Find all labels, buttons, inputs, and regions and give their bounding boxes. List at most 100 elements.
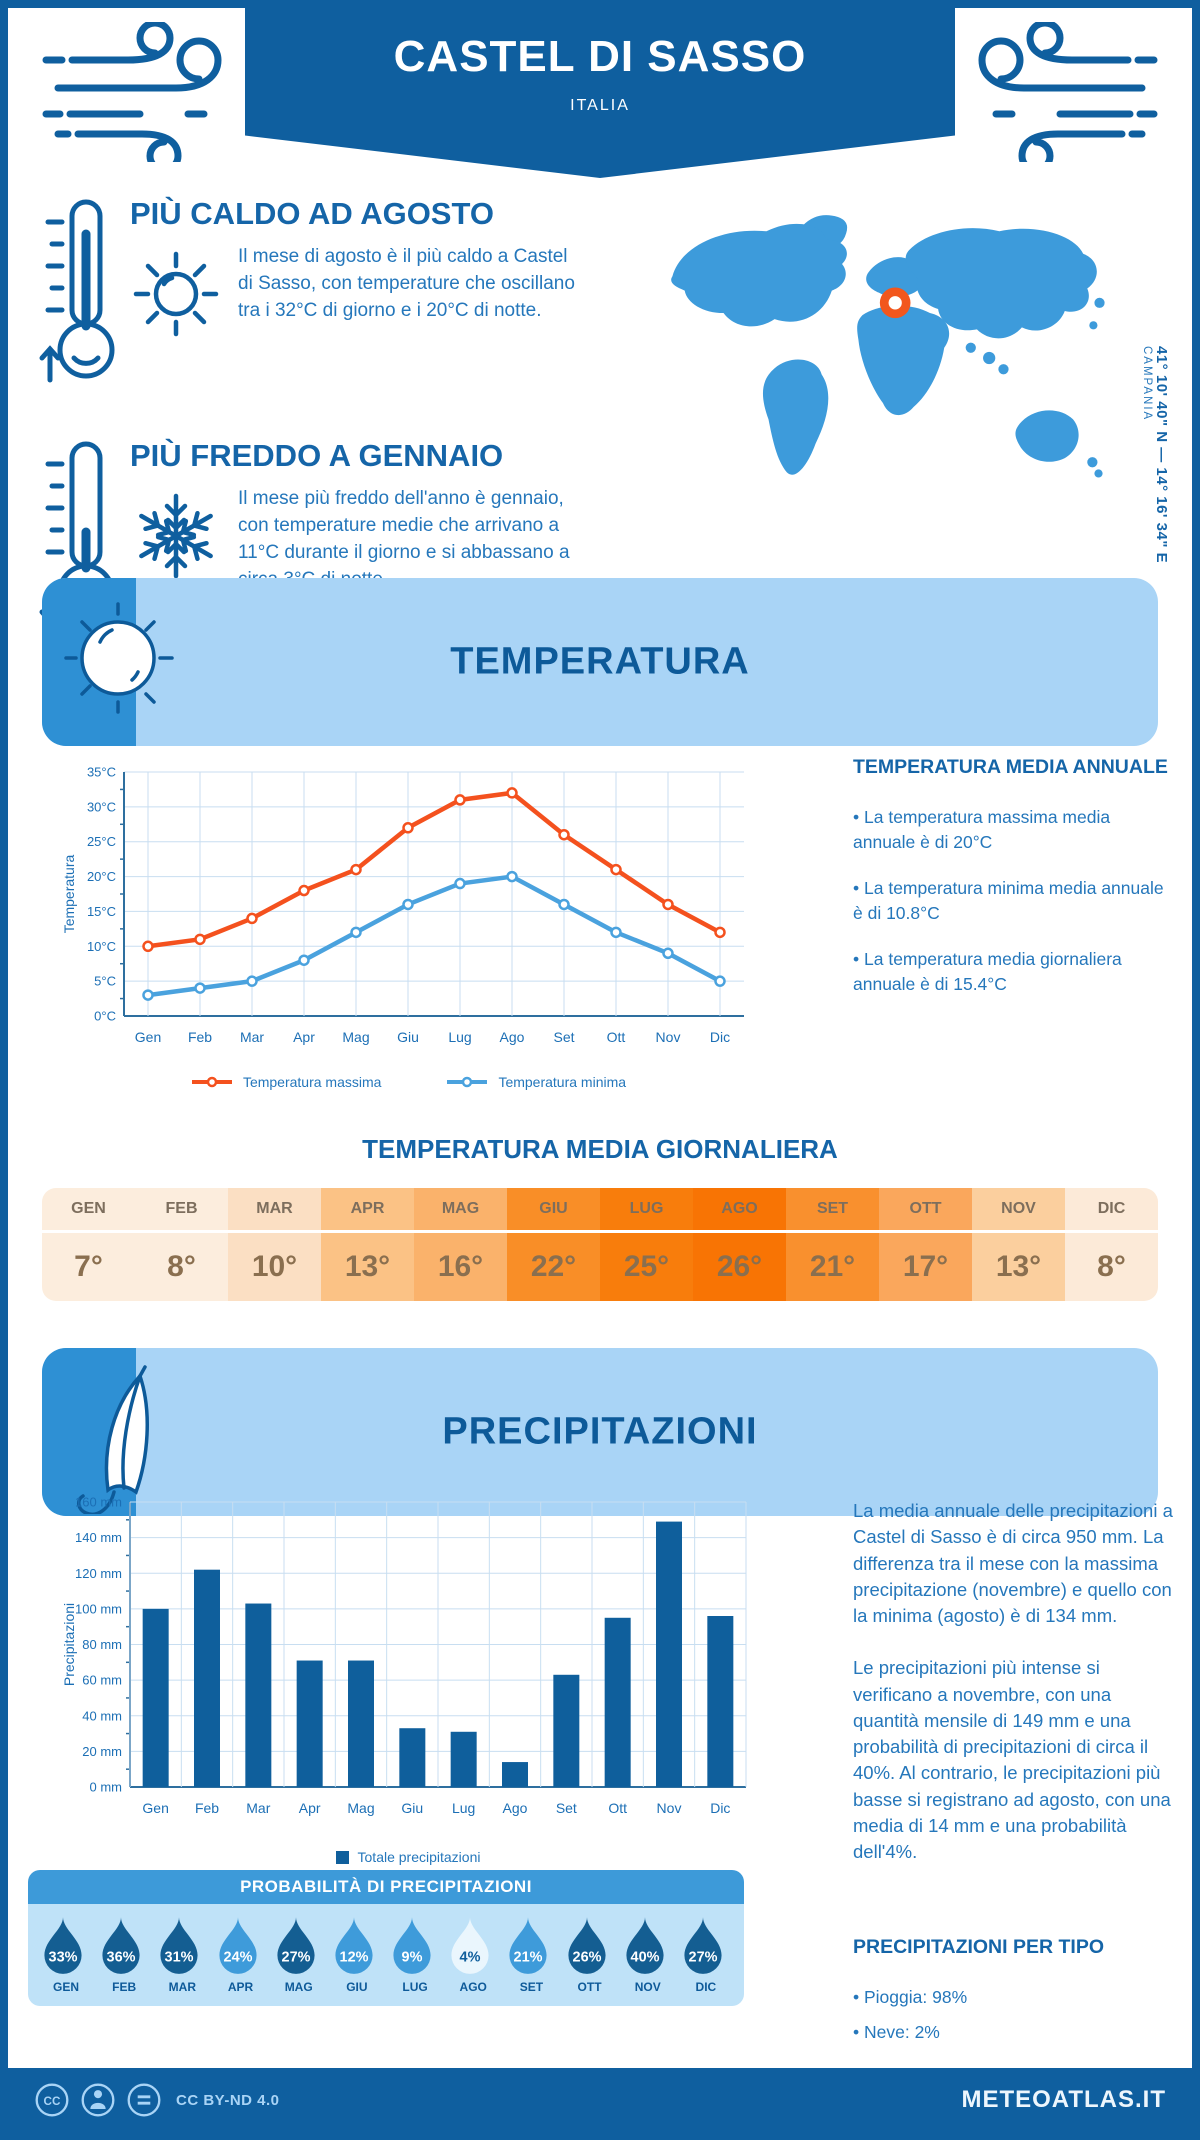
type-bullet: Pioggia: 98% xyxy=(853,1985,1173,2010)
table-month-cell: OTT xyxy=(879,1188,972,1233)
table-value-cell: 22° xyxy=(507,1233,600,1301)
svg-text:Lug: Lug xyxy=(452,1800,475,1816)
type-bullet: Neve: 2% xyxy=(853,2020,1173,2045)
droplet-month-label: SET xyxy=(519,1980,544,1994)
droplet-icon: 26% xyxy=(567,1917,606,1974)
annual-bullet: La temperatura minima media annuale è di… xyxy=(853,876,1173,925)
svg-text:Mar: Mar xyxy=(246,1800,270,1816)
precipitation-band-title: PRECIPITAZIONI xyxy=(442,1410,758,1453)
coordinates: 41° 10' 40" N — 14° 16' 34" E CAMPANIA xyxy=(1135,346,1170,563)
probability-title: PROBABILITÀ DI PRECIPITAZIONI xyxy=(28,1870,744,1904)
world-map xyxy=(671,215,1105,478)
svg-text:35°C: 35°C xyxy=(87,765,116,780)
droplet-month-label: DIC xyxy=(695,1980,717,1994)
probability-droplet: 40% NOV xyxy=(622,1914,674,1994)
svg-text:Ago: Ago xyxy=(500,1029,525,1045)
table-month-cell: GEN xyxy=(42,1188,135,1233)
svg-text:Mag: Mag xyxy=(347,1800,374,1816)
svg-text:Set: Set xyxy=(556,1800,577,1816)
droplet-month-label: LUG xyxy=(402,1980,428,1994)
annual-bullet: La temperatura media giornaliera annuale… xyxy=(853,947,1173,996)
svg-text:Apr: Apr xyxy=(299,1800,321,1816)
svg-text:20 mm: 20 mm xyxy=(82,1744,122,1759)
temperature-band: TEMPERATURA xyxy=(42,578,1158,746)
droplet-icon: 27% xyxy=(684,1917,722,1974)
droplet-icon: 12% xyxy=(335,1917,373,1974)
thermometer-up-icon xyxy=(38,194,122,390)
probability-droplet: 24% APR xyxy=(215,1914,267,1994)
droplet-icon: 9% xyxy=(393,1917,431,1974)
precipitation-type-title: PRECIPITAZIONI PER TIPO xyxy=(853,1936,1104,1958)
precipitation-bar-chart: 0 mm 20 mm 40 mm 60 mm 80 mm 100 mm 120 mm 140 … xyxy=(61,1495,747,1816)
probability-droplet: 4% AGO xyxy=(447,1914,499,1994)
probability-droplet: 12% GIU xyxy=(331,1914,383,1994)
precipitation-paragraph: Le precipitazioni più intense si verific… xyxy=(853,1657,1171,1863)
svg-text:160 mm: 160 mm xyxy=(75,1495,122,1510)
droplet-month-label: AGO xyxy=(459,1980,487,1994)
probability-droplet: 33% GEN xyxy=(40,1914,92,1994)
table-value-cell: 8° xyxy=(1065,1233,1158,1301)
table-value-cell: 7° xyxy=(42,1233,135,1301)
droplet-month-label: GEN xyxy=(52,1980,79,1994)
droplet-icon: 24% xyxy=(218,1917,257,1974)
svg-text:9%: 9% xyxy=(402,1949,423,1965)
svg-text:Temperatura: Temperatura xyxy=(61,854,77,933)
wind-icon xyxy=(38,22,238,162)
svg-text:36%: 36% xyxy=(107,1949,136,1965)
probability-droplet: 31% MAR xyxy=(156,1914,208,1994)
svg-text:Ott: Ott xyxy=(608,1800,627,1816)
svg-text:10°C: 10°C xyxy=(87,939,116,954)
legend-item: Totale precipitazioni xyxy=(335,1849,480,1865)
droplet-month-label: MAG xyxy=(284,1980,313,1994)
location-marker xyxy=(879,287,911,319)
temperature-chart-block: 0°C 5°C 10°C 15°C 20°C 25°C 30°C 35°C Temperatur… xyxy=(58,760,758,1090)
svg-text:0°C: 0°C xyxy=(94,1009,116,1024)
table-month-cell: MAR xyxy=(228,1188,321,1233)
hot-title: PIÙ CALDO AD AGOSTO xyxy=(130,196,494,231)
probability-droplet: 27% DIC xyxy=(680,1914,732,1994)
droplet-month-label: GIU xyxy=(346,1980,368,1994)
svg-text:33%: 33% xyxy=(49,1949,78,1965)
droplet-icon: 31% xyxy=(160,1917,198,1974)
svg-text:Apr: Apr xyxy=(293,1029,315,1045)
probability-droplet: 21% SET xyxy=(505,1914,557,1994)
legend-item: Temperatura massima xyxy=(190,1074,381,1090)
svg-text:Precipitazioni: Precipitazioni xyxy=(61,1603,77,1686)
svg-text:31%: 31% xyxy=(165,1949,194,1965)
svg-text:Gen: Gen xyxy=(142,1800,168,1816)
svg-text:21%: 21% xyxy=(514,1949,543,1965)
precipitation-paragraphs: La media annuale delle precipitazioni a … xyxy=(853,1498,1173,1865)
table-month-cell: MAG xyxy=(414,1188,507,1233)
type-bullets: Pioggia: 98% Neve: 2% xyxy=(853,1985,1173,2044)
svg-text:Nov: Nov xyxy=(656,1029,681,1045)
brand-text: METEOATLAS.IT xyxy=(961,2086,1166,2113)
sun-band-icon xyxy=(56,594,186,724)
svg-text:Dic: Dic xyxy=(710,1029,730,1045)
page-title: CASTEL DI SASSO xyxy=(393,32,807,81)
svg-text:Nov: Nov xyxy=(657,1800,682,1816)
footer: CC CC BY-ND 4.0 METEOATLAS.IT xyxy=(8,2068,1192,2132)
svg-text:80 mm: 80 mm xyxy=(82,1637,122,1652)
precipitation-chart-legend: Totale precipitazioni xyxy=(58,1849,758,1865)
highlights-section: PIÙ CALDO AD AGOSTO Il mese di agosto è … xyxy=(38,194,1174,625)
precipitation-summary: La media annuale delle precipitazioni a … xyxy=(853,1498,1173,1891)
droplet-month-label: NOV xyxy=(634,1980,661,1994)
table-month-cell: SET xyxy=(786,1188,879,1233)
svg-text:Lug: Lug xyxy=(448,1029,471,1045)
table-value-cell: 17° xyxy=(879,1233,972,1301)
table-month-cell: NOV xyxy=(972,1188,1065,1233)
svg-text:26%: 26% xyxy=(572,1949,601,1965)
droplet-icon: 40% xyxy=(626,1917,664,1974)
svg-text:60 mm: 60 mm xyxy=(82,1673,122,1688)
probability-droplets: 33% GEN 36% FEB 31% MAR 24% APR 27% MAG 12% GIU 9% LU… xyxy=(28,1904,744,2006)
svg-text:40 mm: 40 mm xyxy=(82,1708,122,1723)
hot-highlight: PIÙ CALDO AD AGOSTO Il mese di agosto è … xyxy=(38,194,638,390)
cc-nd-icon xyxy=(127,2083,161,2117)
table-month-cell: FEB xyxy=(135,1188,228,1233)
table-value-cell: 13° xyxy=(321,1233,414,1301)
svg-text:Mag: Mag xyxy=(342,1029,369,1045)
svg-text:12%: 12% xyxy=(339,1949,368,1965)
svg-text:5°C: 5°C xyxy=(94,974,116,989)
region-text: CAMPANIA xyxy=(1141,346,1153,422)
